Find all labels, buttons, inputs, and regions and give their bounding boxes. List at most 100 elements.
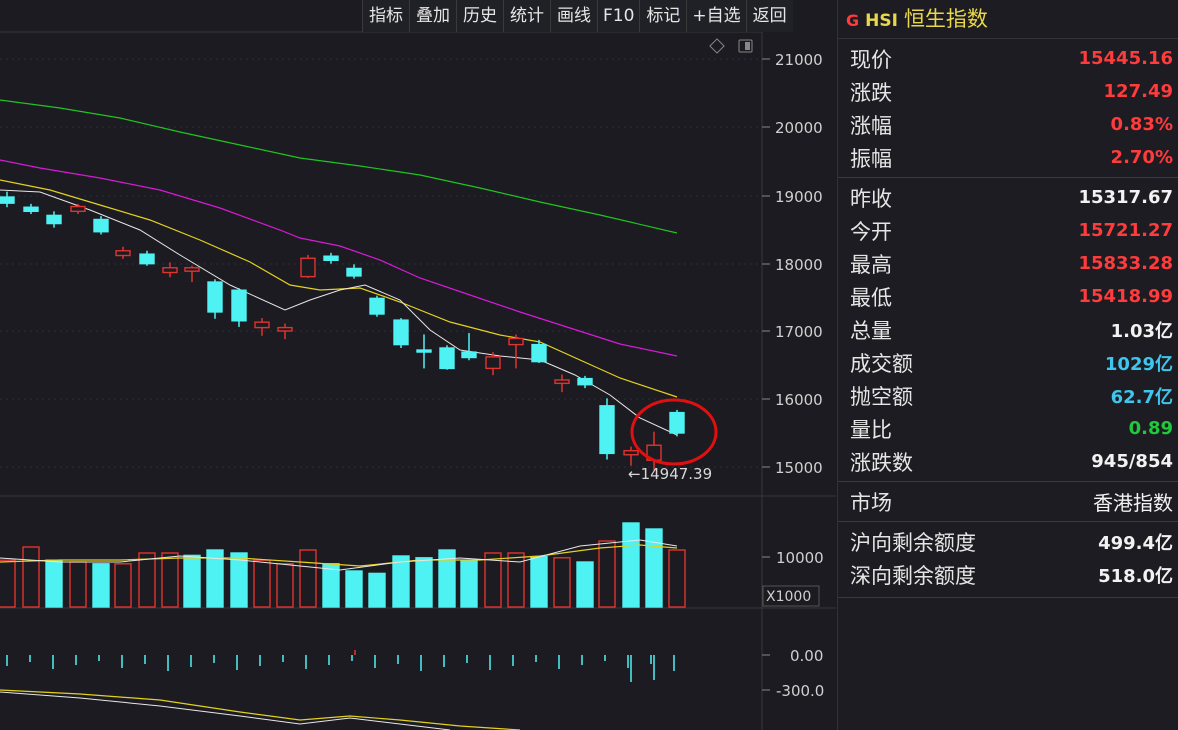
back-button[interactable]: 返回 (745, 0, 793, 32)
row-value: 15445.16 (1078, 48, 1173, 69)
candle-body (369, 297, 385, 315)
window-icon-fill (745, 42, 750, 50)
volume-ma5-line (0, 539, 678, 571)
mark-button[interactable]: 标记 (639, 0, 687, 32)
row-label: 量比 (850, 417, 892, 442)
candle-body (623, 449, 639, 456)
volume-bar (392, 555, 410, 608)
row-label: 沪向剩余额度 (850, 530, 976, 555)
candle-body (254, 321, 270, 329)
volume-bar (69, 561, 87, 608)
row-value: 1.03亿 (1110, 320, 1173, 342)
candle-body (346, 267, 362, 277)
row-label: 昨收 (850, 186, 892, 211)
kline-chart-area[interactable]: 21000 20000 19000 18000 17000 16000 15000 ←1494… (0, 0, 836, 730)
row-value: 0.83% (1110, 114, 1173, 135)
quote-row-amplitude: 振幅 2.70% (838, 141, 1178, 174)
volume-bar (230, 552, 248, 608)
row-value: 945/854 (1091, 451, 1173, 472)
quota-group: 沪向剩余额度 499.4亿 深向剩余额度 518.0亿 (838, 521, 1178, 594)
volume-bar (368, 572, 386, 608)
macd-axis-label: -300.0 (776, 682, 824, 700)
row-label: 今开 (850, 219, 892, 244)
instrument-title: G HSI 恒生指数 (838, 0, 1178, 39)
quote-panel: G HSI 恒生指数 现价 15445.16 涨跌 127.49 涨幅 0.83% 振幅 2… (837, 0, 1178, 730)
macd-dea-line (0, 689, 521, 730)
candle-body (393, 319, 409, 346)
candle-body (115, 250, 131, 257)
ma20-line (0, 159, 678, 357)
price-axis-label: 20000 (775, 119, 823, 137)
volume-bar (114, 563, 132, 608)
kline-chart[interactable]: 21000 20000 19000 18000 17000 16000 15000 ←1494… (0, 0, 836, 730)
candle-body (207, 281, 223, 313)
history-button[interactable]: 历史 (456, 0, 503, 32)
candle-body (508, 337, 524, 346)
volume-bar (576, 561, 594, 608)
statistics-button[interactable]: 统计 (503, 0, 550, 32)
volume-bar (645, 528, 663, 608)
candle-body (93, 218, 109, 233)
volume-bar (345, 570, 363, 608)
row-value: 15833.28 (1078, 253, 1173, 274)
volume-bar (161, 552, 179, 608)
ma60-line (0, 99, 678, 234)
price-axis-label: 16000 (775, 391, 823, 409)
row-label: 总量 (850, 318, 892, 343)
candle-body (554, 379, 570, 385)
row-label: 振幅 (850, 146, 892, 171)
volume-bar (507, 552, 525, 608)
volume-unit-box (762, 585, 820, 607)
candle-body (70, 205, 86, 213)
macd-axis-label: 0.00 (790, 647, 823, 665)
volume-ma10-line (0, 544, 678, 567)
quote-row-change: 涨跌 127.49 (838, 75, 1178, 108)
row-value: 15721.27 (1078, 220, 1173, 241)
row-label: 涨幅 (850, 113, 892, 138)
overlay-button[interactable]: 叠加 (409, 0, 456, 32)
price-axis-label: 17000 (775, 323, 823, 341)
row-value: 15317.67 (1078, 187, 1173, 208)
instrument-code: HSI (865, 11, 898, 31)
f10-button[interactable]: F10 (597, 0, 640, 32)
volume-bar (438, 549, 456, 608)
candle-body (416, 349, 432, 353)
price-axis-label: 19000 (775, 188, 823, 206)
row-label: 成交额 (850, 351, 913, 376)
candle-body (231, 289, 247, 322)
volume-bar (0, 559, 16, 608)
row-value: 518.0亿 (1098, 565, 1173, 587)
macd-dif-line (0, 691, 451, 730)
row-label: 抛空额 (850, 384, 913, 409)
row-label: 深向剩余额度 (850, 563, 976, 588)
candle-body (162, 267, 178, 274)
volume-unit-label: X1000 (766, 589, 811, 605)
market-row: 市场 香港指数 (838, 485, 1178, 518)
instrument-name: 恒生指数 (903, 7, 988, 31)
quote-row-price: 现价 15445.16 (838, 42, 1178, 75)
volume-bar (138, 552, 156, 608)
candle-body (23, 206, 39, 213)
volume-bar (253, 559, 271, 608)
candle-body (184, 267, 200, 272)
draw-line-button[interactable]: 画线 (550, 0, 597, 32)
indicator-button[interactable]: 指标 (362, 0, 409, 32)
row-value: 1029亿 (1104, 353, 1173, 375)
market-group: 市场 香港指数 (838, 481, 1178, 521)
candle-body (277, 326, 293, 332)
row-label: 涨跌 (850, 80, 892, 105)
highlight-circle (630, 398, 718, 466)
volume-bar (415, 557, 433, 608)
candle-body (300, 257, 316, 278)
volume-bar (322, 563, 340, 608)
volume-bar (92, 563, 110, 608)
quote-row-change-pct: 涨幅 0.83% (838, 108, 1178, 141)
volume-bar (206, 549, 224, 608)
volume-bar (553, 557, 571, 608)
candle-body (0, 196, 15, 204)
volume-bar (484, 552, 502, 608)
volume-bar (460, 559, 478, 608)
add-watchlist-button[interactable]: +自选 (686, 0, 746, 32)
market-prefix: G (846, 11, 860, 30)
window-icon (738, 39, 753, 53)
